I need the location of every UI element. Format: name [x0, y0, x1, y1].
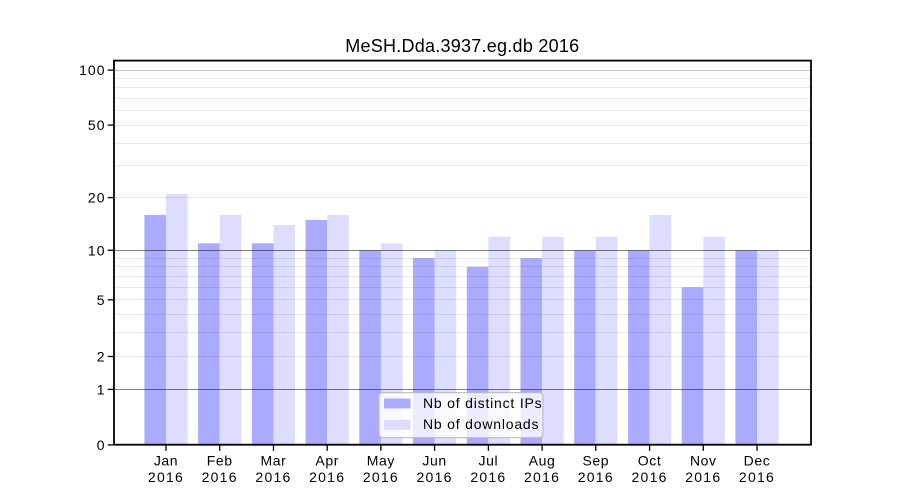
- svg-text:Dec: Dec: [744, 452, 771, 468]
- svg-text:Nb of downloads: Nb of downloads: [423, 416, 539, 432]
- svg-text:5: 5: [97, 292, 106, 308]
- svg-text:Jul: Jul: [479, 452, 499, 468]
- svg-text:2016: 2016: [685, 469, 721, 485]
- svg-text:Apr: Apr: [315, 452, 339, 468]
- svg-text:2016: 2016: [470, 469, 506, 485]
- svg-text:2016: 2016: [363, 469, 399, 485]
- svg-text:Nov: Nov: [690, 452, 717, 468]
- svg-text:Oct: Oct: [638, 452, 662, 468]
- svg-text:Nb of distinct IPs: Nb of distinct IPs: [423, 395, 542, 411]
- svg-text:1: 1: [97, 381, 106, 397]
- svg-text:Feb: Feb: [207, 452, 233, 468]
- svg-text:20: 20: [88, 190, 106, 206]
- svg-text:2016: 2016: [255, 469, 291, 485]
- svg-text:Sep: Sep: [582, 452, 609, 468]
- svg-text:2016: 2016: [309, 469, 345, 485]
- svg-text:May: May: [367, 452, 395, 468]
- svg-text:2016: 2016: [524, 469, 560, 485]
- svg-text:MeSH.Dda.3937.eg.db 2016: MeSH.Dda.3937.eg.db 2016: [345, 36, 579, 56]
- svg-text:2016: 2016: [148, 469, 184, 485]
- svg-text:100: 100: [79, 62, 105, 78]
- svg-text:2016: 2016: [632, 469, 668, 485]
- svg-text:2: 2: [97, 349, 106, 365]
- svg-text:2016: 2016: [202, 469, 238, 485]
- svg-text:Jun: Jun: [422, 452, 446, 468]
- svg-text:Mar: Mar: [261, 452, 287, 468]
- svg-text:0: 0: [97, 437, 106, 453]
- svg-text:50: 50: [88, 117, 106, 133]
- svg-text:Aug: Aug: [529, 452, 556, 468]
- svg-text:2016: 2016: [578, 469, 614, 485]
- svg-text:10: 10: [88, 242, 106, 258]
- svg-text:2016: 2016: [739, 469, 775, 485]
- svg-text:Jan: Jan: [154, 452, 178, 468]
- svg-text:2016: 2016: [417, 469, 453, 485]
